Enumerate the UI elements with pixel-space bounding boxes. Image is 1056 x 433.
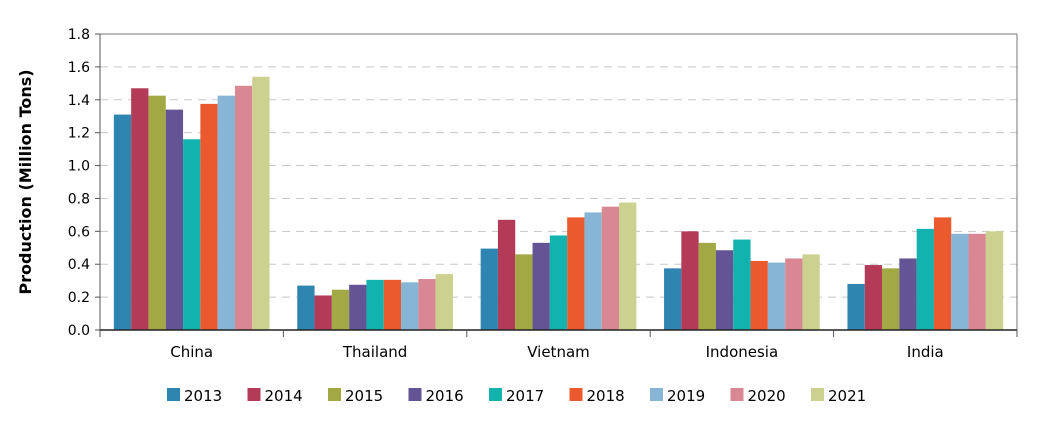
- y-tick-label: 1.6: [68, 60, 90, 76]
- bar-india-2014: [864, 265, 883, 330]
- bar-thailand-2019: [401, 282, 419, 330]
- bar-indonesia-2018: [750, 260, 768, 330]
- legend-swatch: [408, 388, 422, 401]
- legend-swatch: [167, 388, 180, 401]
- bar-thailand-2013: [297, 285, 315, 330]
- bar-vietnam-2016: [532, 242, 550, 330]
- legend-swatch: [650, 388, 663, 401]
- y-tick-label: 1.2: [68, 126, 90, 142]
- bar-china-2021: [252, 76, 270, 330]
- legend-label: 2018: [587, 387, 625, 405]
- bar-india-2017: [916, 228, 934, 330]
- legend-swatch: [811, 388, 824, 401]
- legend-label: 2020: [748, 387, 786, 405]
- legend-label: 2016: [426, 387, 464, 405]
- legend-swatch: [489, 388, 502, 401]
- bar-vietnam-2020: [601, 206, 620, 330]
- legend-label: 2017: [506, 387, 544, 405]
- y-tick-label: 0.8: [68, 191, 90, 207]
- bar-vietnam-2014: [497, 219, 516, 330]
- legend-label: 2015: [345, 387, 383, 405]
- bar-china-2013: [113, 114, 132, 330]
- legend-label: 2021: [828, 387, 866, 405]
- bar-thailand-2020: [418, 279, 436, 330]
- bar-china-2016: [165, 109, 184, 331]
- bar-indonesia-2019: [767, 262, 786, 330]
- bar-thailand-2016: [349, 284, 367, 330]
- y-tick-label: 0.0: [68, 323, 90, 339]
- legend-label: 2014: [265, 387, 303, 405]
- x-tick-label: Vietnam: [527, 343, 590, 361]
- bar-thailand-2015: [331, 289, 350, 330]
- bar-indonesia-2020: [785, 258, 803, 330]
- bar-thailand-2018: [383, 279, 402, 330]
- bar-thailand-2021: [435, 274, 453, 330]
- bar-vietnam-2017: [549, 235, 568, 330]
- bar-china-2020: [234, 85, 253, 330]
- y-axis-label: Production (Million Tons): [16, 69, 35, 294]
- bar-vietnam-2015: [515, 254, 533, 330]
- legend-label: 2019: [667, 387, 705, 405]
- legend-swatch: [328, 388, 341, 401]
- bar-indonesia-2015: [698, 242, 716, 330]
- bar-india-2018: [933, 217, 952, 330]
- y-tick-label: 0.4: [68, 257, 90, 273]
- x-tick-label: Indonesia: [706, 343, 779, 361]
- bar-vietnam-2021: [619, 202, 637, 330]
- bar-vietnam-2018: [567, 217, 585, 330]
- y-tick-label: 1.0: [68, 159, 90, 175]
- y-tick-label: 1.8: [68, 27, 90, 43]
- legend-swatch: [730, 388, 744, 401]
- bar-china-2019: [217, 95, 235, 331]
- bar-india-2021: [985, 231, 1004, 330]
- bar-china-2015: [148, 95, 166, 331]
- bar-china-2017: [183, 139, 201, 330]
- bar-indonesia-2016: [715, 250, 734, 330]
- bar-china-2014: [131, 88, 149, 331]
- bar-thailand-2017: [366, 279, 384, 330]
- x-tick-label: India: [907, 343, 944, 361]
- y-tick-label: 0.6: [68, 224, 90, 240]
- x-tick-label: Thailand: [342, 343, 407, 361]
- bar-india-2013: [847, 283, 865, 330]
- legend-swatch: [247, 388, 261, 401]
- x-tick-label: China: [170, 343, 213, 361]
- bar-india-2015: [882, 268, 900, 330]
- y-tick-label: 0.2: [68, 290, 90, 306]
- bar-vietnam-2013: [480, 248, 498, 330]
- bar-vietnam-2019: [584, 212, 602, 330]
- bar-india-2020: [968, 233, 986, 330]
- y-tick-label: 1.4: [68, 93, 90, 109]
- bar-indonesia-2021: [802, 254, 820, 330]
- bar-indonesia-2014: [681, 231, 699, 330]
- bar-indonesia-2017: [733, 239, 751, 330]
- legend-label: 2013: [184, 387, 222, 405]
- bar-india-2019: [951, 233, 969, 330]
- bar-india-2016: [899, 258, 917, 330]
- legend-swatch: [569, 388, 583, 401]
- bar-thailand-2014: [314, 295, 332, 330]
- bar-indonesia-2013: [664, 268, 682, 330]
- bar-china-2018: [200, 103, 218, 330]
